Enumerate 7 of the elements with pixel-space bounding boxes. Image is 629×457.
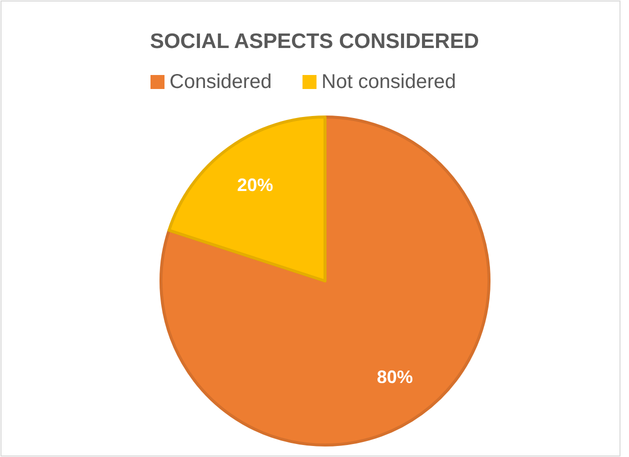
data-label: 80% xyxy=(376,367,413,388)
data-label: 20% xyxy=(237,174,274,195)
legend-label: Not considered xyxy=(322,71,456,93)
legend-label: Considered xyxy=(170,71,272,93)
pie-slice xyxy=(160,116,490,446)
pie-slice xyxy=(168,116,326,282)
chart-title: SOCIAL ASPECTS CONSIDERED xyxy=(150,30,480,53)
